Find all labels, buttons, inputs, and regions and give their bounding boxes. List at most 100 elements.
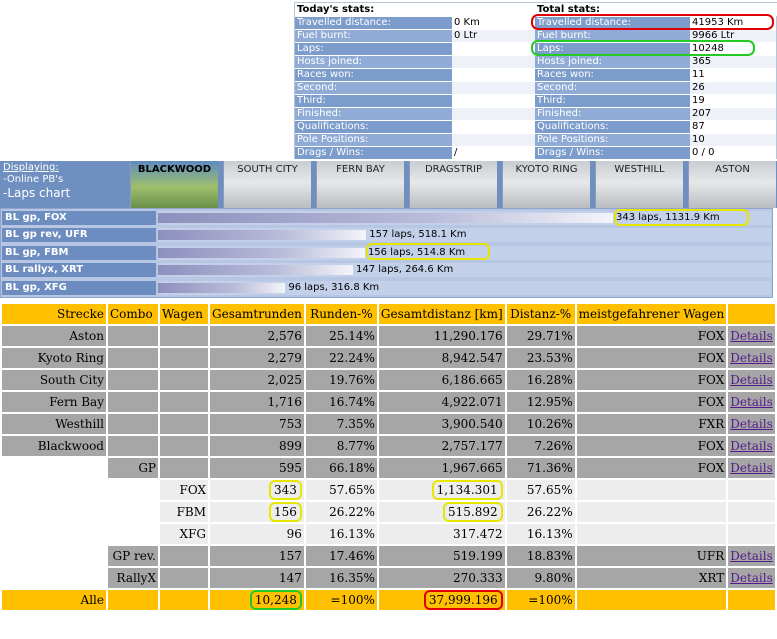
table-cell: 1,134.301 [378,480,505,500]
today-row: Drags / Wins: / [295,147,535,159]
today-label: Fuel burnt: [295,30,452,42]
table-cell: 26.22% [506,502,575,522]
details-link[interactable]: Details [730,351,773,365]
details-link[interactable]: Details [730,395,773,409]
table-cell: Westhill [2,414,106,434]
today-label: Third: [295,95,452,107]
details-cell: Details [728,546,775,566]
table-cell: 25.14% [305,326,377,346]
table-cell [108,524,158,544]
chart-bar [158,265,353,276]
table-row: FBM 156 26.22% 515.892 26.22% [2,502,775,522]
table-cell: 2,025 [210,370,304,390]
table-cell: 2,279 [210,348,304,368]
highlighted-value: 10,248 [249,590,302,610]
total-label: Travelled distance: [535,17,690,29]
track-fern-bay[interactable]: FERN BAY [316,161,404,208]
table-cell: 9.80% [506,568,575,588]
total-row: Qualifications: 87 [535,121,777,133]
column-header: Wagen [160,304,208,324]
column-header: Distanz-% [506,304,575,324]
chart-bar-value: 147 laps, 264.6 Km [356,264,454,276]
table-cell: 519.199 [378,546,505,566]
total-value: 9966 Ltr [690,30,776,42]
table-cell [2,568,106,588]
total-label: Laps: [535,43,690,55]
total-value: 26 [690,82,776,94]
chart-bar-value: 96 laps, 316.8 Km [288,281,380,293]
today-value: / [452,147,535,159]
table-cell: 17.46% [305,546,377,566]
details-link[interactable]: Details [730,571,773,585]
highlighted-value: 37,999.196 [423,590,503,610]
chart-row-label: BL gp rev, UFR [2,228,156,243]
table-cell [160,348,208,368]
table-cell [160,590,208,610]
track-blackwood[interactable]: BLACKWOOD [130,161,218,208]
details-link[interactable]: Details [730,373,773,387]
table-cell: 96 [210,524,304,544]
details-link[interactable]: Details [730,461,773,475]
today-row: Travelled distance: 0 Km [295,17,535,29]
table-cell: 595 [210,458,304,478]
table-cell [2,480,106,500]
chart-row: BL gp rev, UFR 157 laps, 518.1 Km [1,227,772,243]
table-cell: 4,922.071 [378,392,505,412]
table-cell: 16.28% [506,370,575,390]
details-cell: Details [728,436,775,456]
table-cell: GP rev. [108,546,158,566]
column-header: Gesamtrunden [210,304,304,324]
chart-bar-value: 157 laps, 518.1 Km [369,229,467,241]
table-row: FOX 343 57.65% 1,134.301 57.65% [2,480,775,500]
today-label: Travelled distance: [295,17,452,29]
total-value: 365 [690,56,776,68]
track-south-city[interactable]: SOUTH CITY [223,161,311,208]
details-cell: Details [728,458,775,478]
table-row: GP rev. 157 17.46% 519.199 18.83% UFR Details [2,546,775,566]
today-value [452,43,535,55]
table-cell: 147 [210,568,304,588]
highlighted-value: 515.892 [443,502,503,522]
today-row: Races won: [295,69,535,81]
details-link[interactable]: Details [730,549,773,563]
table-cell [160,414,208,434]
total-row: Fuel burnt: 9966 Ltr [535,30,777,42]
details-cell: Details [728,392,775,412]
track-kyoto-ring[interactable]: KYOTO RING [502,161,590,208]
track-westhill[interactable]: WESTHILL [595,161,683,208]
total-row: Races won: 11 [535,69,777,81]
column-header [728,304,775,324]
details-cell: Details [728,568,775,588]
laps-highlight [531,40,755,56]
display-panel: Displaying: -Online PB's -Laps chart [0,161,128,208]
chart-bar [158,213,613,223]
distance-highlight [531,14,774,30]
today-label: Races won: [295,69,452,81]
details-link[interactable]: Details [730,439,773,453]
details-link[interactable]: Details [730,417,773,431]
track-label: SOUTH CITY [237,164,298,175]
total-row: Second: 26 [535,82,777,94]
chart-row-label: BL gp, FBM [2,245,156,260]
table-cell: 12.95% [506,392,575,412]
track-dragstrip[interactable]: DRAGSTRIP [409,161,497,208]
details-cell [728,590,775,610]
table-cell: FOX [576,370,727,390]
displaying-link[interactable]: Displaying: [3,162,59,173]
table-row: Kyoto Ring 2,279 22.24% 8,942.547 23.53% FOX D… [2,348,775,368]
table-cell [108,348,158,368]
table-cell: 11,290.176 [378,326,505,346]
today-row: Third: [295,95,535,107]
table-cell: Aston [2,326,106,346]
today-label: Laps: [295,43,452,55]
today-value [452,82,535,94]
table-cell: 157 [210,546,304,566]
table-cell [576,480,727,500]
table-cell: FOX [576,326,727,346]
chart-row: BL gp, FBM 156 laps, 514.8 Km [1,245,772,261]
details-link[interactable]: Details [730,329,773,343]
today-label: Second: [295,82,452,94]
track-aston[interactable]: ASTON [688,161,776,208]
today-stats-title: Today's stats: [295,3,535,16]
display-mode-laps: -Laps chart [3,186,71,200]
